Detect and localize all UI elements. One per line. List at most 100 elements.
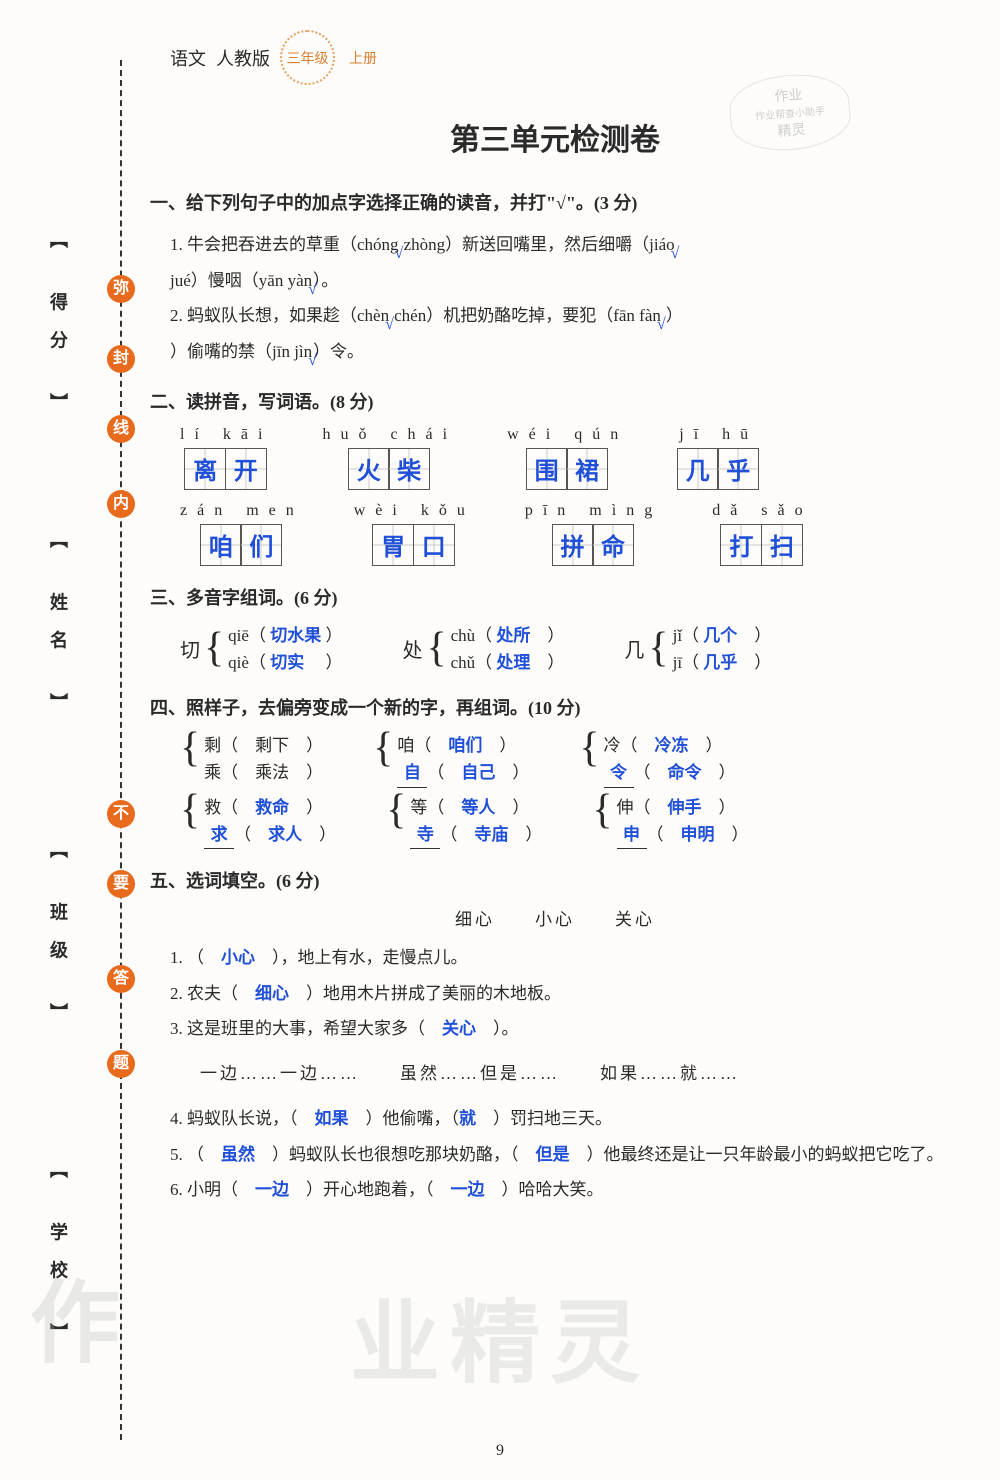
pinyin-row2: zán men 咱们 wèi kǒu 胃口 pīn mìng 拼命 dǎ sǎo… (180, 502, 960, 566)
brace-icon: { (426, 632, 446, 666)
q2-c-pre: ） (666, 306, 683, 325)
q6c: ）哈哈大笑。 (485, 1180, 604, 1199)
grade-badge: 三年级 (280, 30, 335, 85)
section1-title: 一、给下列句子中的加点字选择正确的读音，并打"√"。(3 分) (150, 189, 960, 215)
header: 语文 人教版 三年级 上册 (170, 30, 960, 85)
grade-text: 三年级 (280, 30, 335, 85)
char-cell: 乎 (717, 448, 759, 490)
pinyin: dǎ sǎo (712, 502, 812, 520)
pinyin2: qiè (228, 653, 249, 672)
section3-title: 三、多音字组词。(6 分) (150, 584, 960, 610)
q2-d: ）令。 (313, 342, 364, 361)
answer: 切实 (270, 653, 304, 672)
pinyin-item: pīn mìng 拼命 (525, 502, 662, 566)
tf-item: { 冷（ 冷冻 ） 令（ 命令 ） (579, 732, 735, 787)
q1b: ），地上有水，走慢点儿。 (255, 948, 468, 967)
pinyin: pīn mìng (525, 502, 662, 520)
section4-title: 四、照样子，去偏旁变成一个新的字，再组词。(10 分) (150, 694, 960, 720)
pinyin: huǒ chái (322, 426, 457, 444)
badge-feng: 封 (107, 345, 135, 373)
tf-item: { 等（ 等人 ） 寺（ 寺庙 ） (386, 794, 542, 849)
ms-char: 切 (180, 634, 200, 663)
ms-char: 几 (624, 634, 644, 663)
q1-c: jué）慢咽（yān yàn (170, 271, 312, 290)
q1: 1. （ (170, 948, 221, 967)
word: 自己 (461, 763, 495, 782)
char: 咱 (397, 736, 414, 755)
options2: 一边……一边…… 虽然……但是…… 如果……就…… (200, 1057, 960, 1091)
pinyin-item: lí kāi 离开 (180, 426, 272, 490)
ms-item: 几 { jǐ（ 几个 ） jī（ 几乎 ） (624, 622, 771, 676)
check-icon: √ (385, 308, 394, 342)
q4c: ）罚扫地三天。 (476, 1109, 612, 1128)
pinyin: lí kāi (180, 426, 272, 444)
word: 咱们 (448, 736, 482, 755)
badge-ti: 题 (107, 1050, 135, 1078)
q2-a: 2. 蚂蚁队长想，如果趁（chèn (170, 306, 389, 325)
pinyin-item: dǎ sǎo 打扫 (712, 502, 812, 566)
char: 求 (204, 821, 234, 849)
transform-row2: { 救（ 救命 ） 求（ 求人 ） { 等（ 等人 ） 寺（ 寺庙 ） { 伸（… (180, 794, 960, 849)
brace-icon: { (373, 732, 393, 766)
label-name: 【 姓名 】 (45, 530, 71, 731)
q4b: ）他偷嘴，（ (349, 1109, 460, 1128)
a6b: 一边 (451, 1180, 485, 1199)
stamp-line3: 精灵 (777, 119, 807, 141)
pinyin-row1: lí kāi 离开 huǒ chái 火柴 wéi qún 围裙 jī hū 几… (180, 426, 960, 490)
char-cell: 火 (348, 448, 390, 490)
char-cell: 胃 (372, 524, 414, 566)
transform-row1: { 剩（ 剩下 ） 乘（ 乘法 ） { 咱（ 咱们 ） 自（ 自己 ） { 冷（… (180, 732, 960, 787)
word: 申明 (681, 825, 715, 844)
q5b: ）蚂蚁队长也很想吃那块奶酪，（ (255, 1145, 536, 1164)
word: 命令 (668, 763, 702, 782)
char-cell: 打 (720, 524, 762, 566)
brace-icon: { (180, 794, 200, 828)
q1-b: zhòng）新送回嘴里，然后细嚼（jiáo (404, 235, 675, 254)
ms-item: 处 { chù（ 处所 ） chǔ（ 处理 ） (402, 622, 564, 676)
tf-item: { 剩（ 剩下 ） 乘（ 乘法 ） (180, 732, 323, 787)
char: 剩 (204, 736, 221, 755)
word: 剩下 (255, 736, 289, 755)
q1-a: 1. 牛会把吞进去的草重（chóng (170, 235, 399, 254)
char: 寺 (410, 821, 440, 849)
q2: 2. 农夫（ (170, 984, 255, 1003)
brace-icon: { (648, 632, 668, 666)
q2-c: ）偷嘴的禁（jīn jìn (170, 342, 312, 361)
ms-char: 处 (402, 634, 422, 663)
badge-xian: 线 (107, 415, 135, 443)
a4b: 就 (459, 1109, 476, 1128)
char-cell: 围 (526, 448, 568, 490)
pinyin-item: huǒ chái 火柴 (322, 426, 457, 490)
q5: 5. （ (170, 1145, 221, 1164)
brace-icon: { (579, 732, 599, 766)
check-icon: √ (395, 237, 404, 271)
check-icon: √ (671, 237, 680, 271)
word: 冷冻 (655, 736, 689, 755)
brace-icon: { (386, 794, 406, 828)
char-cell: 口 (413, 524, 455, 566)
word: 乘法 (255, 763, 289, 782)
a5a: 虽然 (221, 1145, 255, 1164)
subject: 语文 (170, 45, 206, 71)
ms-item: 切 { qiē（ 切水果 ） qiè（ 切实 ） (180, 622, 342, 676)
side-column: 【 得分 】 【 姓名 】 【 班级 】 【 学校 】 (45, 200, 115, 1400)
pinyin2: jī (673, 653, 682, 672)
pinyin: jī hū (679, 426, 758, 444)
q3b: ）。 (476, 1019, 519, 1038)
answer: 切水果 (270, 626, 321, 645)
a4a: 如果 (315, 1109, 349, 1128)
char: 令 (604, 759, 634, 787)
char-cell: 咱 (200, 524, 242, 566)
char: 自 (397, 759, 427, 787)
q6b: ）开心地跑着，（ (289, 1180, 451, 1199)
q2b: ）地用木片拼成了美丽的木地板。 (289, 984, 561, 1003)
pinyin-item: wèi kǒu 胃口 (354, 502, 475, 566)
watermark: 业精灵 (350, 1270, 650, 1400)
pinyin1: chù (451, 626, 476, 645)
section1-content: 1. 牛会把吞进去的草重（chóng√ zhòng）新送回嘴里，然后细嚼（jiá… (170, 227, 960, 370)
char-cell: 离 (184, 448, 226, 490)
char: 伸 (617, 798, 634, 817)
char-cell: 命 (592, 524, 634, 566)
word: 等人 (461, 798, 495, 817)
word: 伸手 (668, 798, 702, 817)
